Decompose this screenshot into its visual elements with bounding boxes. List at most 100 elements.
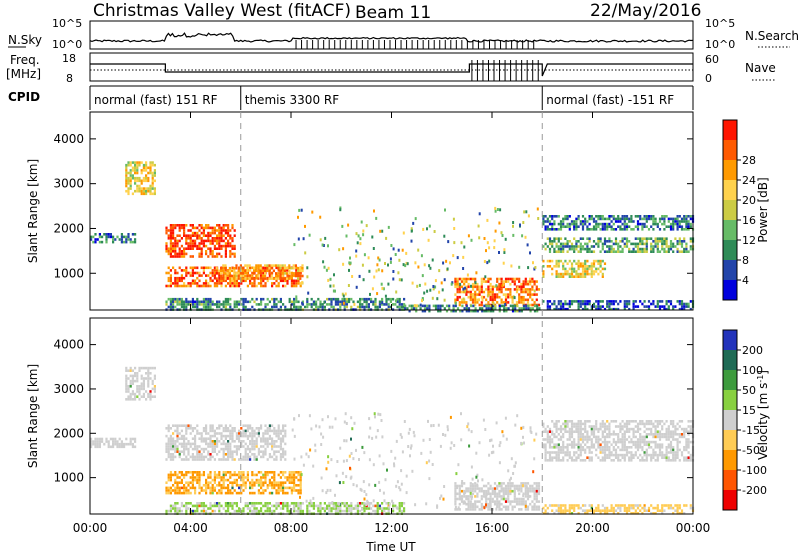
- heatmap-cell: [595, 453, 598, 457]
- heatmap-cell: [456, 492, 459, 496]
- heatmap-cell: [564, 427, 567, 431]
- heatmap-cell: [142, 176, 145, 180]
- heatmap-cell: [608, 456, 611, 459]
- heatmap-cell: [207, 507, 210, 510]
- heatmap-cell: [586, 272, 589, 276]
- heatmap-cell: [127, 377, 130, 380]
- heatmap-cell: [194, 486, 197, 490]
- heatmap-cell: [641, 250, 644, 253]
- heatmap-cell: [548, 305, 552, 308]
- heatmap-cell: [242, 440, 245, 443]
- heatmap-cell: [275, 264, 278, 267]
- heatmap-cell: [476, 492, 479, 496]
- heatmap-cell: [474, 482, 477, 485]
- heatmap-cell: [288, 297, 291, 301]
- heatmap-cell: [244, 458, 247, 461]
- heatmap-cell: [584, 302, 587, 306]
- heatmap-cell: [454, 482, 457, 485]
- heatmap-cell: [226, 272, 229, 275]
- heatmap-cell: [183, 250, 186, 253]
- heatmap-cell: [652, 425, 655, 428]
- heatmap-cell: [268, 491, 271, 495]
- heatmap-cell: [590, 228, 593, 231]
- heatmap-cell: [645, 451, 648, 454]
- heatmap-cell: [134, 379, 137, 383]
- heatmap-cell: [187, 424, 190, 427]
- heatmap-cell: [610, 420, 613, 423]
- heatmap-cell: [491, 487, 494, 490]
- heatmap-cell: [683, 247, 686, 251]
- heatmap-cell: [277, 264, 280, 267]
- heatmap-cell: [194, 455, 197, 459]
- heatmap-cell: [222, 478, 225, 482]
- heatmap-cell: [299, 277, 302, 280]
- heatmap-cell: [643, 300, 646, 303]
- heatmap-cell: [685, 225, 688, 228]
- heatmap-cell: [493, 489, 497, 493]
- heatmap-cell: [227, 242, 230, 245]
- heatmap-cell: [176, 447, 179, 451]
- heatmap-cell: [465, 309, 468, 313]
- heatmap-cell: [297, 277, 300, 280]
- heatmap-cell: [246, 455, 249, 459]
- heatmap-cell: [581, 272, 585, 276]
- heatmap-cell: [94, 440, 97, 443]
- heatmap-cell: [288, 486, 291, 490]
- heatmap-cell: [299, 484, 302, 487]
- heatmap-cell: [610, 433, 613, 436]
- heatmap-cell: [427, 238, 430, 242]
- heatmap-cell: [260, 437, 263, 440]
- heatmap-cell: [262, 455, 265, 459]
- heatmap-cell: [469, 295, 472, 299]
- heatmap-cell: [266, 507, 269, 510]
- heatmap-cell: [526, 243, 529, 247]
- nsky-label: N.Sky: [8, 33, 42, 47]
- heatmap-cell: [674, 220, 677, 223]
- heatmap-cell: [205, 440, 208, 443]
- heatmap-cell: [279, 305, 282, 309]
- heatmap-cell: [476, 487, 479, 490]
- heatmap-cell: [174, 269, 177, 272]
- heatmap-cell: [612, 448, 615, 452]
- heatmap-cell: [205, 429, 208, 433]
- heatmap-cell: [584, 427, 587, 431]
- heatmap-cell: [216, 476, 219, 479]
- heatmap-cell: [496, 497, 499, 501]
- heatmap-cell: [527, 307, 530, 310]
- heatmap-cell: [264, 476, 267, 479]
- heatmap-cell: [485, 280, 488, 283]
- heatmap-cell: [491, 285, 494, 289]
- heatmap-cell: [213, 471, 216, 474]
- heatmap-cell: [518, 298, 521, 302]
- heatmap-cell: [356, 300, 359, 304]
- heatmap-cell: [191, 429, 194, 433]
- heatmap-cell: [656, 422, 659, 426]
- heatmap-cell: [213, 229, 216, 232]
- heatmap-cell: [542, 275, 545, 278]
- heatmap-cell: [641, 440, 644, 444]
- heatmap-cell: [151, 187, 154, 190]
- heatmap-cell: [142, 163, 145, 167]
- heatmap-cell: [553, 443, 556, 446]
- heatmap-cell: [531, 500, 534, 503]
- heatmap-cell: [202, 284, 205, 288]
- heatmap-cell: [178, 300, 181, 304]
- heatmap-cell: [643, 435, 646, 439]
- heatmap-cell: [176, 242, 179, 245]
- heatmap-cell: [599, 222, 602, 226]
- heatmap-cell: [222, 277, 225, 280]
- heatmap-cell: [169, 437, 172, 440]
- heatmap-cell: [257, 502, 260, 505]
- heatmap-cell: [400, 504, 403, 508]
- heatmap-cell: [557, 427, 560, 431]
- heatmap-cell: [242, 429, 245, 433]
- heatmap-cell: [266, 509, 269, 513]
- heatmap-cell: [463, 495, 466, 498]
- heatmap-cell: [297, 489, 300, 492]
- heatmap-cell: [211, 440, 214, 443]
- heatmap-cell: [439, 309, 442, 313]
- heatmap-cell: [178, 455, 181, 459]
- heatmap-cell: [610, 240, 613, 243]
- heatmap-cell: [227, 491, 230, 495]
- heatmap-cell: [621, 215, 624, 218]
